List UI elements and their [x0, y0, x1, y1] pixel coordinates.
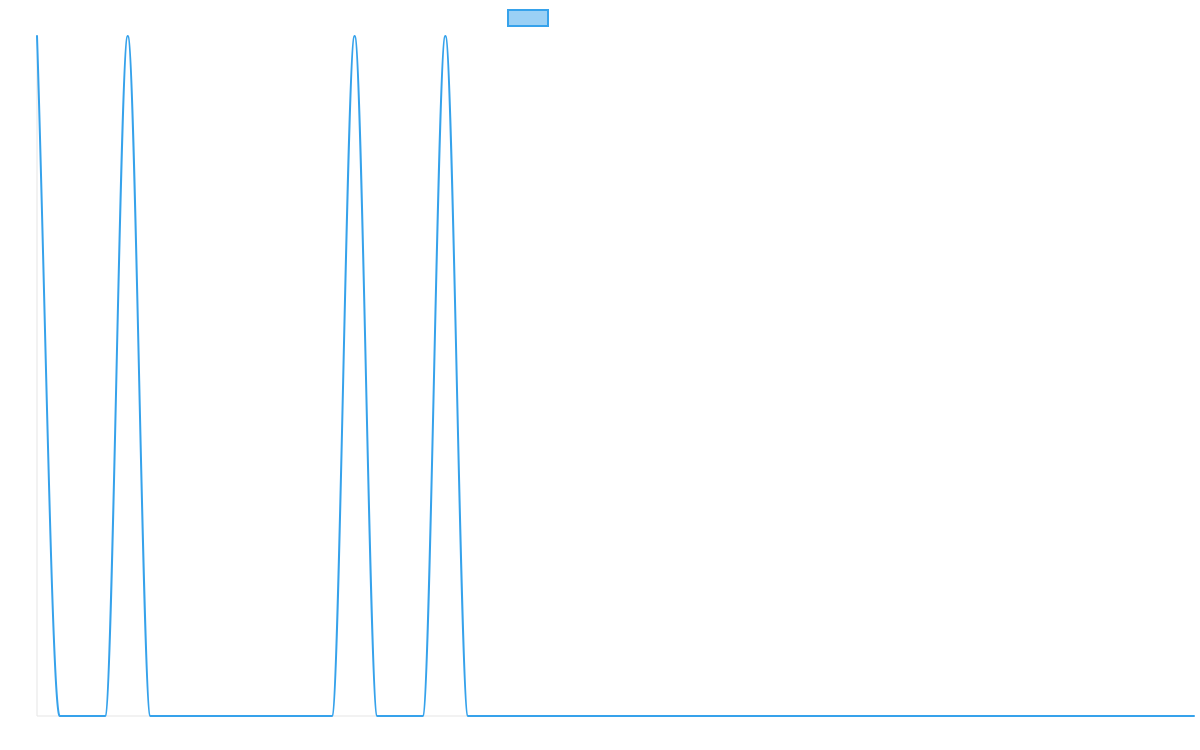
data-point-0-18[interactable] — [441, 32, 449, 40]
data-point-0-16[interactable] — [396, 712, 404, 720]
data-point-0-15[interactable] — [373, 712, 381, 720]
data-point-0-48[interactable] — [1122, 712, 1130, 720]
data-point-0-1[interactable] — [56, 712, 64, 720]
data-point-0-12[interactable] — [305, 712, 313, 720]
data-point-0-44[interactable] — [1031, 712, 1039, 720]
data-point-0-0[interactable] — [33, 32, 41, 40]
data-point-0-34[interactable] — [804, 712, 812, 720]
data-point-0-32[interactable] — [759, 712, 767, 720]
data-point-0-29[interactable] — [691, 712, 699, 720]
data-point-0-26[interactable] — [623, 712, 631, 720]
data-point-0-27[interactable] — [646, 712, 654, 720]
data-point-0-38[interactable] — [895, 712, 903, 720]
data-point-0-17[interactable] — [419, 712, 427, 720]
data-point-0-25[interactable] — [600, 712, 608, 720]
point-layer — [33, 32, 1198, 720]
data-point-0-6[interactable] — [169, 712, 177, 720]
series-layer — [36, 35, 1195, 717]
data-point-0-49[interactable] — [1145, 712, 1153, 720]
data-point-0-14[interactable] — [351, 32, 359, 40]
data-point-0-47[interactable] — [1099, 712, 1107, 720]
data-point-0-37[interactable] — [872, 712, 880, 720]
data-point-0-23[interactable] — [555, 712, 563, 720]
axes — [36, 36, 1194, 717]
data-point-0-9[interactable] — [237, 712, 245, 720]
data-point-0-11[interactable] — [283, 712, 291, 720]
data-point-0-20[interactable] — [487, 712, 495, 720]
data-point-0-40[interactable] — [940, 712, 948, 720]
data-point-0-51[interactable] — [1190, 712, 1198, 720]
data-point-0-13[interactable] — [328, 712, 336, 720]
data-point-0-41[interactable] — [963, 712, 971, 720]
data-point-0-35[interactable] — [827, 712, 835, 720]
data-point-0-42[interactable] — [986, 712, 994, 720]
data-point-0-43[interactable] — [1009, 712, 1017, 720]
data-point-0-28[interactable] — [668, 712, 676, 720]
data-point-0-3[interactable] — [101, 712, 109, 720]
data-point-0-22[interactable] — [532, 712, 540, 720]
data-point-0-10[interactable] — [260, 712, 268, 720]
data-point-0-5[interactable] — [146, 712, 154, 720]
data-point-0-46[interactable] — [1077, 712, 1085, 720]
data-point-0-31[interactable] — [736, 712, 744, 720]
data-point-0-45[interactable] — [1054, 712, 1062, 720]
data-point-0-36[interactable] — [850, 712, 858, 720]
data-point-0-4[interactable] — [124, 32, 132, 40]
data-point-0-39[interactable] — [918, 712, 926, 720]
data-point-0-24[interactable] — [577, 712, 585, 720]
data-point-0-21[interactable] — [509, 712, 517, 720]
data-point-0-30[interactable] — [714, 712, 722, 720]
legend-swatch-series-0[interactable] — [507, 9, 549, 27]
data-point-0-33[interactable] — [782, 712, 790, 720]
series-line-0 — [36, 35, 1195, 717]
data-point-0-7[interactable] — [192, 712, 200, 720]
data-point-0-2[interactable] — [78, 712, 86, 720]
legend[interactable] — [507, 9, 549, 27]
data-point-0-8[interactable] — [214, 712, 222, 720]
data-point-0-50[interactable] — [1167, 712, 1175, 720]
data-point-0-19[interactable] — [464, 712, 472, 720]
